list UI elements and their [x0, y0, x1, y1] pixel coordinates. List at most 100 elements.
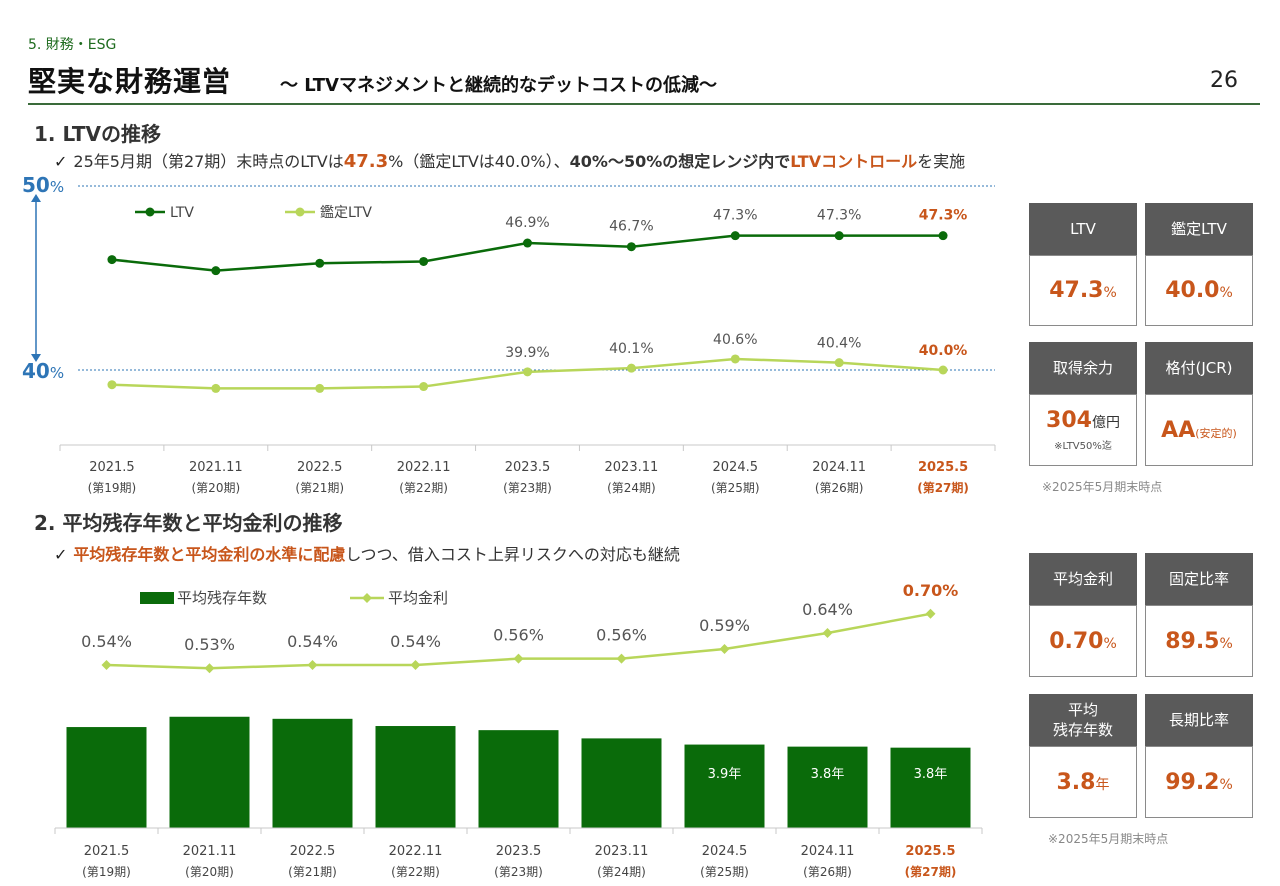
range-top-label: 50%	[22, 173, 64, 197]
x-tick-sublabel: (第22期)	[399, 481, 448, 495]
bar-label: 3.9年	[708, 767, 742, 782]
data-point	[211, 266, 221, 276]
data-label: 39.9%	[505, 345, 549, 361]
kpi-appraisal-ltv-value: 40.0	[1165, 278, 1220, 303]
x-tick-sublabel: (第27期)	[905, 864, 957, 879]
bullet-text-a: 25年5月期（第27期）末時点のLTVは	[73, 152, 344, 171]
kpi-capacity-header: 取得余力	[1029, 342, 1137, 394]
section2-bullet: ✓ 平均残存年数と平均金利の水準に配慮しつつ、借入コスト上昇リスクへの対応も継続	[54, 541, 680, 565]
data-label: 0.70%	[903, 581, 959, 600]
kpi-fixed-ratio-box: 89.5%	[1145, 605, 1253, 677]
data-point	[523, 238, 532, 248]
section1-bullet: ✓ 25年5月期（第27期）末時点のLTVは47.3%（鑑定LTVは40.0%）、…	[54, 148, 965, 172]
x-tick-label: 2022.5	[297, 460, 343, 475]
kpi-long-ratio-header: 長期比率	[1145, 694, 1253, 746]
x-tick-sublabel: (第19期)	[82, 865, 131, 879]
range-arrow-down-head	[31, 354, 41, 362]
section2-note: ※2025年5月期末時点	[1048, 832, 1169, 846]
data-point	[730, 354, 740, 364]
legend-swatch	[140, 592, 174, 604]
kpi-avg-term-header: 平均 残存年数	[1029, 694, 1137, 746]
data-point	[938, 231, 948, 241]
data-point	[315, 383, 325, 393]
legend-marker	[295, 207, 305, 217]
kpi-ltv-value: 47.3	[1049, 278, 1104, 303]
kpi-ltv-box: 47.3%	[1029, 255, 1137, 326]
data-label: 47.3%	[713, 208, 757, 224]
data-point	[719, 644, 730, 654]
bullet2-text: しつつ、借入コスト上昇リスクへの対応も継続	[345, 545, 680, 564]
legend-marker	[145, 207, 155, 217]
data-point	[107, 255, 117, 265]
kpi-fixed-ratio-unit: %	[1219, 635, 1233, 652]
x-tick-sublabel: (第21期)	[295, 481, 344, 495]
x-tick-label: 2023.11	[605, 460, 659, 475]
section1-note: ※2025年5月期末時点	[1042, 480, 1163, 494]
data-label: 0.54%	[81, 632, 132, 651]
x-tick-sublabel: (第20期)	[185, 865, 234, 879]
kpi-avg-term-unit: 年	[1095, 776, 1110, 793]
x-tick-sublabel: (第26期)	[803, 865, 852, 879]
kpi-avg-rate-unit: %	[1103, 635, 1117, 652]
data-point	[513, 653, 524, 664]
legend-marker	[362, 593, 372, 603]
bullet-text-range: 40%～50%の想定レンジ内で	[569, 152, 791, 171]
data-point	[315, 258, 325, 268]
data-label: 0.59%	[699, 616, 750, 635]
check-icon: ✓	[54, 152, 68, 171]
data-label: 0.54%	[390, 632, 441, 651]
x-tick-sublabel: (第25期)	[711, 481, 760, 495]
range-bottom-unit: %	[49, 364, 65, 382]
data-point	[204, 663, 215, 674]
kpi-avg-rate-box: 0.70%	[1029, 605, 1137, 677]
x-tick-label: 2022.11	[389, 844, 443, 859]
bar-label: 3.8年	[914, 767, 948, 782]
x-tick-label: 2021.11	[183, 844, 237, 859]
x-tick-sublabel: (第24期)	[597, 865, 646, 879]
range-arrow-up-head	[31, 194, 41, 202]
data-point	[626, 363, 636, 373]
x-tick-label: 2021.5	[84, 844, 130, 859]
data-label: 0.56%	[493, 626, 544, 645]
data-point	[101, 660, 112, 670]
kpi-fixed-ratio-header: 固定比率	[1145, 553, 1253, 605]
section-tag: 5. 財務・ESG	[28, 37, 117, 53]
x-tick-sublabel: (第23期)	[503, 481, 552, 495]
data-label: 40.6%	[713, 332, 757, 348]
bar	[272, 718, 353, 828]
kpi-appraisal-ltv-unit: %	[1219, 285, 1233, 301]
kpi-rating-header: 格付(JCR)	[1145, 342, 1253, 394]
legend-label: LTV	[170, 205, 194, 221]
kpi-avg-rate-header: 平均金利	[1029, 553, 1137, 605]
legend-label: 鑑定LTV	[320, 204, 372, 221]
data-label: 40.1%	[609, 341, 653, 357]
kpi-avg-term-value: 3.8	[1056, 769, 1096, 795]
kpi-ltv-unit: %	[1103, 285, 1117, 301]
header-divider	[28, 103, 1260, 105]
x-tick-sublabel: (第19期)	[88, 481, 137, 495]
data-point	[822, 628, 833, 638]
data-label: 47.3%	[817, 208, 861, 224]
data-label: 40.4%	[817, 336, 861, 352]
x-tick-label: 2021.11	[189, 460, 243, 475]
data-point	[107, 380, 117, 390]
kpi-avg-rate-value: 0.70	[1049, 628, 1104, 654]
kpi-rating-value: AA	[1161, 417, 1196, 443]
data-label: 46.7%	[609, 219, 653, 235]
ltv-chart: 2021.5 (第19期) 2021.11 (第20期) 2022.5 (第21期) 202…	[31, 185, 996, 495]
data-label: 0.64%	[802, 600, 853, 619]
data-label: 0.56%	[596, 626, 647, 645]
data-point	[211, 383, 221, 393]
kpi-rating-box: AA(安定的)	[1145, 394, 1253, 466]
legend-label: 平均残存年数	[177, 589, 267, 607]
data-label: 0.54%	[287, 632, 338, 651]
x-tick-sublabel: (第21期)	[288, 865, 337, 879]
data-point	[307, 660, 318, 670]
section2-title: 2. 平均残存年数と平均金利の推移	[34, 511, 343, 535]
data-point	[419, 256, 429, 266]
data-point	[626, 242, 636, 252]
bar	[787, 746, 868, 828]
x-tick-sublabel: (第24期)	[607, 481, 656, 495]
data-point	[523, 367, 532, 377]
bullet-ltv-value: 47.3	[343, 151, 389, 172]
